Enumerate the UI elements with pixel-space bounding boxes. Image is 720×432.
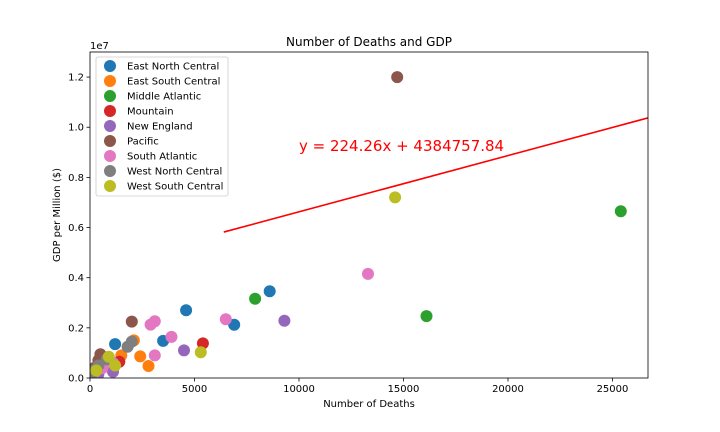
legend-marker xyxy=(104,120,116,132)
data-point xyxy=(165,330,178,343)
data-point xyxy=(180,304,193,317)
y-tick-label: 0.4 xyxy=(68,273,84,284)
x-tick-label: 20000 xyxy=(492,384,524,395)
data-point xyxy=(614,205,627,218)
legend-marker xyxy=(104,180,116,192)
y-tick-label: 1.0 xyxy=(68,123,84,134)
y-offset-label: 1e7 xyxy=(90,41,109,52)
data-point xyxy=(134,350,147,363)
data-point xyxy=(125,315,138,328)
data-point xyxy=(362,267,374,280)
legend-label: Pacific xyxy=(127,137,159,148)
x-axis-label: Number of Deaths xyxy=(323,399,415,410)
legend-label: Middle Atlantic xyxy=(127,92,201,103)
legend-label: Mountain xyxy=(127,107,174,118)
y-tick-label: 0.0 xyxy=(68,374,84,385)
y-tick-label: 0.6 xyxy=(68,223,84,234)
data-point xyxy=(102,350,115,363)
data-point xyxy=(148,349,161,362)
y-tick-label: 0.8 xyxy=(68,173,84,184)
x-tick-label: 5000 xyxy=(182,384,207,395)
data-point xyxy=(109,359,122,372)
legend-marker xyxy=(104,105,116,117)
legend-marker xyxy=(104,75,116,87)
x-tick-label: 15000 xyxy=(388,384,420,395)
legend-marker xyxy=(104,150,116,162)
legend-label: East South Central xyxy=(127,77,220,88)
x-tick-label: 25000 xyxy=(597,384,629,395)
legend: East North Central East South Central Midd… xyxy=(95,56,229,197)
legend-label: South Atlantic xyxy=(127,152,197,163)
y-tick-label: 1.2 xyxy=(68,73,84,84)
legend-label: West South Central xyxy=(127,182,223,193)
data-point xyxy=(90,364,103,377)
legend-marker xyxy=(104,135,116,147)
legend-label: East North Central xyxy=(127,62,219,73)
plot-area: y = 224.26x + 4384757.84 0 5000 10000 15000 2… xyxy=(68,51,649,395)
legend-marker xyxy=(104,60,116,72)
legend-label: West North Central xyxy=(127,167,222,178)
data-point xyxy=(142,360,155,372)
data-point xyxy=(263,285,276,298)
marks-group xyxy=(90,71,648,378)
x-tick-label: 0 xyxy=(87,384,93,395)
x-tick-label: 10000 xyxy=(283,384,315,395)
data-point xyxy=(125,335,138,348)
data-point xyxy=(389,191,402,204)
data-point xyxy=(148,315,161,328)
regression-equation: y = 224.26x + 4384757.84 xyxy=(299,137,504,155)
data-point xyxy=(194,346,207,359)
y-axis-label: GDP per Million ($) xyxy=(52,168,63,262)
trendline xyxy=(223,117,648,233)
y-tick-label: 0.2 xyxy=(68,323,84,334)
legend-box xyxy=(95,56,229,197)
legend-marker xyxy=(104,165,116,177)
series-west-south-central xyxy=(90,191,402,377)
data-point xyxy=(249,292,262,305)
data-point xyxy=(278,314,291,327)
data-point xyxy=(109,338,122,351)
chart-title: Number of Deaths and GDP xyxy=(286,35,452,49)
data-point xyxy=(420,310,433,323)
data-point xyxy=(391,71,404,84)
data-point xyxy=(178,344,190,357)
data-point xyxy=(219,313,232,326)
legend-marker xyxy=(104,90,116,102)
legend-label: New England xyxy=(127,122,193,133)
axes-frame xyxy=(89,51,649,379)
